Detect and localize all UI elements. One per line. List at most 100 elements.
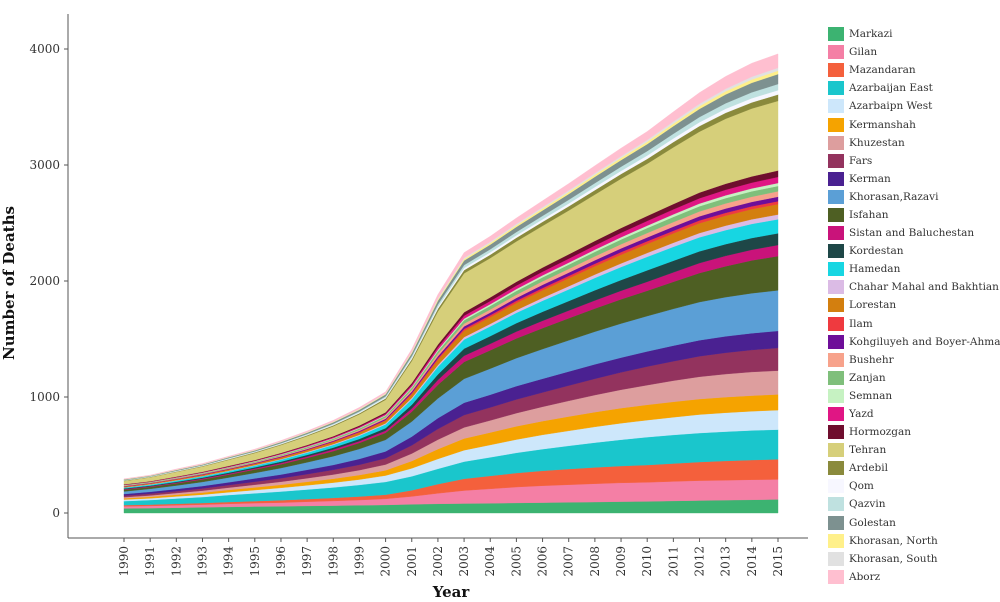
x-tick-label: 1995: [248, 546, 262, 577]
legend-swatch: [828, 497, 844, 512]
x-tick-label: 2008: [588, 546, 602, 577]
legend-item: Kermanshah: [828, 115, 1000, 133]
legend-swatch: [828, 515, 844, 530]
x-tick-label: 2012: [693, 546, 707, 577]
legend-item: Ardebil: [828, 459, 1000, 477]
legend-swatch: [828, 352, 844, 367]
legend-item: Markazi: [828, 25, 1000, 43]
x-axis-title: Year: [432, 583, 471, 601]
area-aborz: [123, 53, 779, 480]
x-tick-label: 2013: [719, 546, 733, 577]
x-tick-label: 2006: [536, 546, 550, 577]
x-tick-label: 2010: [640, 546, 654, 577]
legend-swatch: [828, 551, 844, 566]
x-tick-label: 2011: [666, 546, 680, 577]
x-tick-label: 1999: [352, 546, 366, 577]
legend-label: Qazvin: [849, 498, 886, 511]
legend-item: Lorestan: [828, 296, 1000, 314]
legend-label: Kermanshah: [849, 118, 916, 131]
legend-item: Hormozgan: [828, 423, 1000, 441]
legend-item: Yazd: [828, 405, 1000, 423]
legend-label: Zanjan: [849, 371, 886, 384]
legend-item: Kordestan: [828, 242, 1000, 260]
legend-swatch: [828, 298, 844, 313]
legend-label: Ilam: [849, 317, 873, 330]
legend-item: Azarbaijan East: [828, 79, 1000, 97]
legend-swatch: [828, 533, 844, 548]
area-layers: [123, 53, 779, 514]
legend-swatch: [828, 171, 844, 186]
legend-swatch: [828, 207, 844, 222]
legend-swatch: [828, 370, 844, 385]
legend-item: Tehran: [828, 441, 1000, 459]
legend-item: Hamedan: [828, 260, 1000, 278]
legend-swatch: [828, 443, 844, 458]
legend-swatch: [828, 334, 844, 349]
x-tick-label: 2007: [562, 546, 576, 577]
legend-item: Semnan: [828, 387, 1000, 405]
y-tick-label: 4000: [29, 42, 60, 56]
legend-label: Fars: [849, 154, 873, 167]
legend-swatch: [828, 569, 844, 584]
legend-label: Qom: [849, 480, 874, 493]
x-tick-label: 1994: [222, 546, 236, 577]
legend-item: Khorasan,Razavi: [828, 188, 1000, 206]
legend-swatch: [828, 425, 844, 440]
legend-label: Semnan: [849, 389, 893, 402]
legend-label: Yazd: [849, 408, 874, 421]
legend-swatch: [828, 153, 844, 168]
legend-label: Khorasan, North: [849, 534, 938, 547]
legend-swatch: [828, 135, 844, 150]
legend-label: Aborz: [849, 570, 881, 583]
legend-item: Kohgiluyeh and Boyer-Ahmad: [828, 333, 1000, 351]
legend-label: Gilan: [849, 46, 878, 59]
x-tick-label: 2003: [457, 546, 471, 577]
legend-label: Khuzestan: [849, 136, 905, 149]
y-tick-label: 0: [52, 506, 60, 520]
legend: Markazi Gilan Mazandaran Azarbaijan East Aza…: [828, 25, 1000, 586]
legend-label: Ardebil: [849, 462, 888, 475]
x-tick-label: 1996: [274, 546, 288, 577]
x-tick-label: 2015: [771, 546, 785, 577]
x-tick-label: 2002: [431, 546, 445, 577]
legend-item: Khorasan, North: [828, 532, 1000, 550]
legend-item: Sistan and Baluchestan: [828, 224, 1000, 242]
x-axis-ticks: 1990 1991 1992 1993 1994 1995 1996 1997 1998 1999…: [117, 538, 785, 577]
legend-label: Hamedan: [849, 263, 901, 276]
legend-swatch: [828, 244, 844, 259]
legend-item: Mazandaran: [828, 61, 1000, 79]
x-tick-label: 1992: [169, 546, 183, 577]
legend-swatch: [828, 316, 844, 331]
x-tick-label: 2001: [405, 546, 419, 577]
y-tick-label: 2000: [29, 274, 60, 288]
legend-label: Bushehr: [849, 353, 894, 366]
x-tick-label: 1990: [117, 546, 131, 577]
x-tick-label: 1991: [143, 546, 157, 577]
legend-label: Mazandaran: [849, 64, 916, 77]
legend-item: Qom: [828, 477, 1000, 495]
legend-label: Tehran: [849, 444, 887, 457]
x-tick-label: 1997: [300, 546, 314, 577]
legend-label: Azarbaipn West: [849, 100, 933, 113]
legend-label: Isfahan: [849, 208, 889, 221]
legend-swatch: [828, 99, 844, 114]
x-tick-label: 2009: [614, 546, 628, 577]
x-tick-label: 2004: [483, 546, 497, 577]
legend-swatch: [828, 388, 844, 403]
legend-label: Lorestan: [849, 299, 897, 312]
legend-item: Isfahan: [828, 206, 1000, 224]
legend-label: Kerman: [849, 172, 891, 185]
legend-label: Khorasan, South: [849, 552, 938, 565]
legend-item: Golestan: [828, 514, 1000, 532]
legend-item: Khorasan, South: [828, 550, 1000, 568]
legend-label: Kohgiluyeh and Boyer-Ahmad: [849, 335, 1000, 348]
legend-item: Zanjan: [828, 369, 1000, 387]
x-tick-label: 1993: [195, 546, 209, 577]
legend-item: Bushehr: [828, 351, 1000, 369]
legend-label: Sistan and Baluchestan: [849, 227, 975, 240]
x-tick-label: 2014: [745, 546, 759, 577]
legend-label: Hormozgan: [849, 426, 912, 439]
x-tick-label: 2005: [509, 546, 523, 577]
legend-item: Qazvin: [828, 495, 1000, 513]
legend-swatch: [828, 226, 844, 241]
